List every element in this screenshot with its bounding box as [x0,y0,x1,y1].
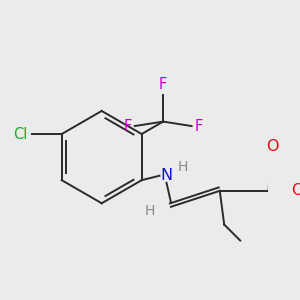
Text: N: N [160,168,172,183]
Text: O: O [291,183,300,198]
Text: F: F [194,118,202,134]
Text: H: H [177,160,188,174]
Text: O: O [266,139,278,154]
Text: Cl: Cl [14,127,28,142]
Text: H: H [145,204,155,218]
Text: F: F [159,77,167,92]
Text: F: F [124,118,132,134]
